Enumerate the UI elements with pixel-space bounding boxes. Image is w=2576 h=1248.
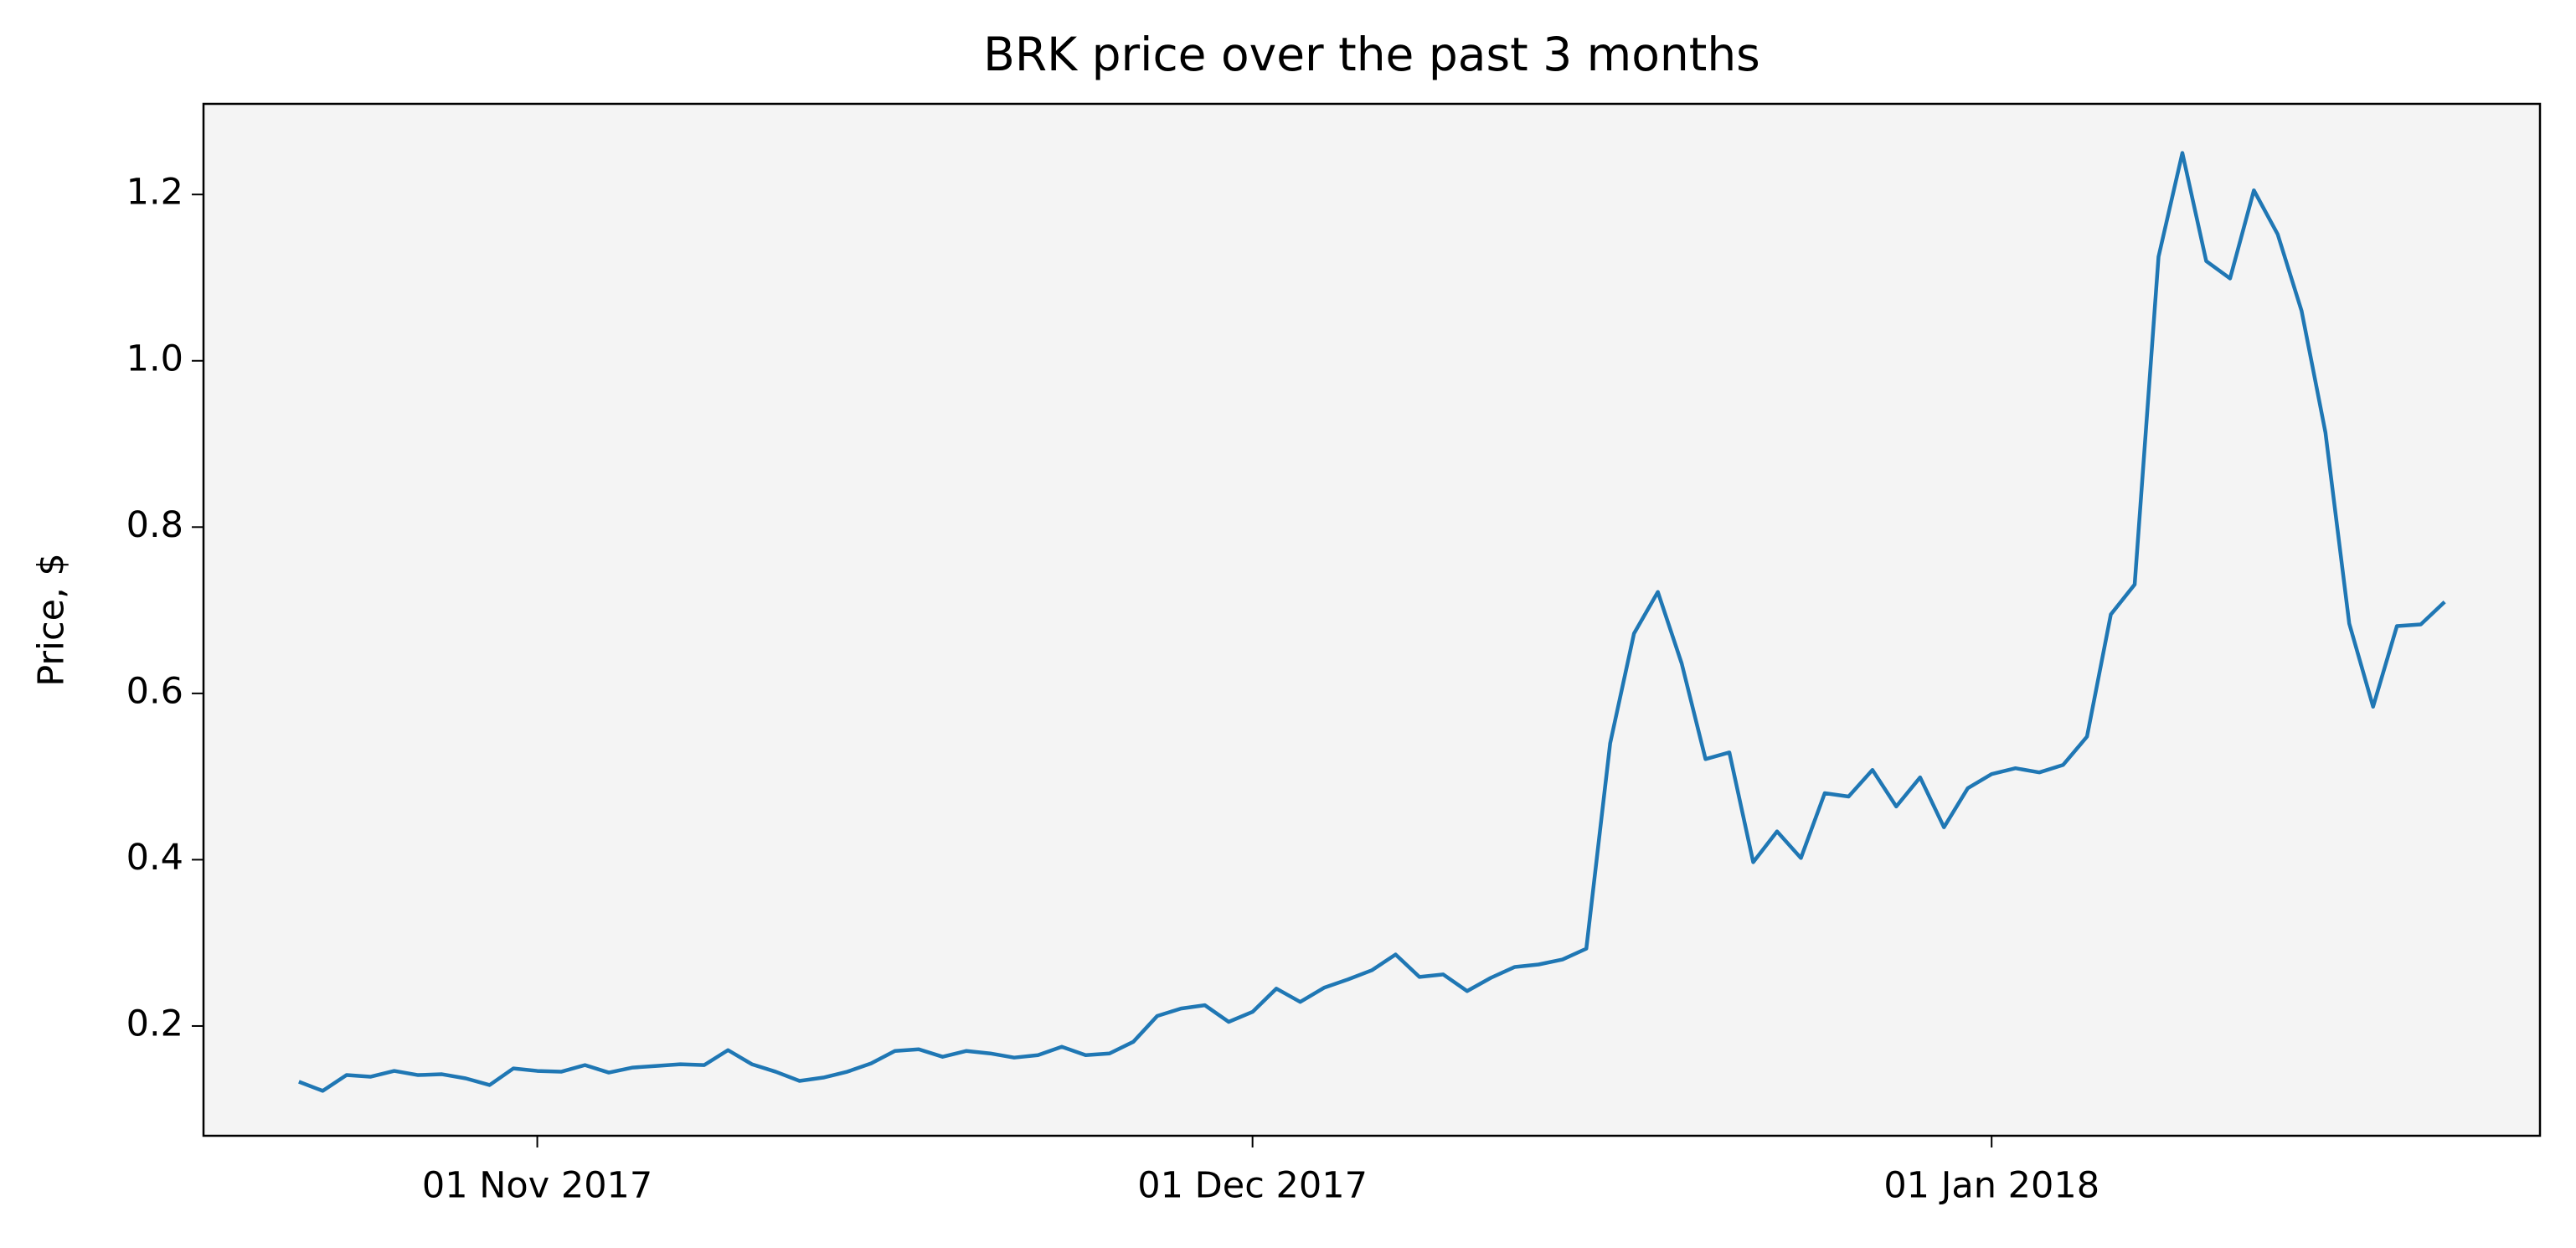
y-tick-label: 0.4 xyxy=(126,837,183,879)
y-tick-label: 0.8 xyxy=(126,504,183,546)
y-tick-label: 1.0 xyxy=(126,338,183,379)
y-axis-label: Price, $ xyxy=(31,553,73,687)
y-tick-label: 0.6 xyxy=(126,670,183,712)
y-tick-label: 0.2 xyxy=(126,1003,183,1044)
plot-area xyxy=(204,104,2540,1136)
price-line xyxy=(298,151,2446,1093)
x-tick-label: 01 Nov 2017 xyxy=(422,1165,652,1207)
y-tick-label: 1.2 xyxy=(126,172,183,214)
x-tick-label: 01 Jan 2018 xyxy=(1883,1165,2099,1207)
chart-title: BRK price over the past 3 months xyxy=(983,28,1760,81)
plot-frame xyxy=(202,102,2542,1137)
x-tick-label: 01 Dec 2017 xyxy=(1137,1165,1368,1207)
